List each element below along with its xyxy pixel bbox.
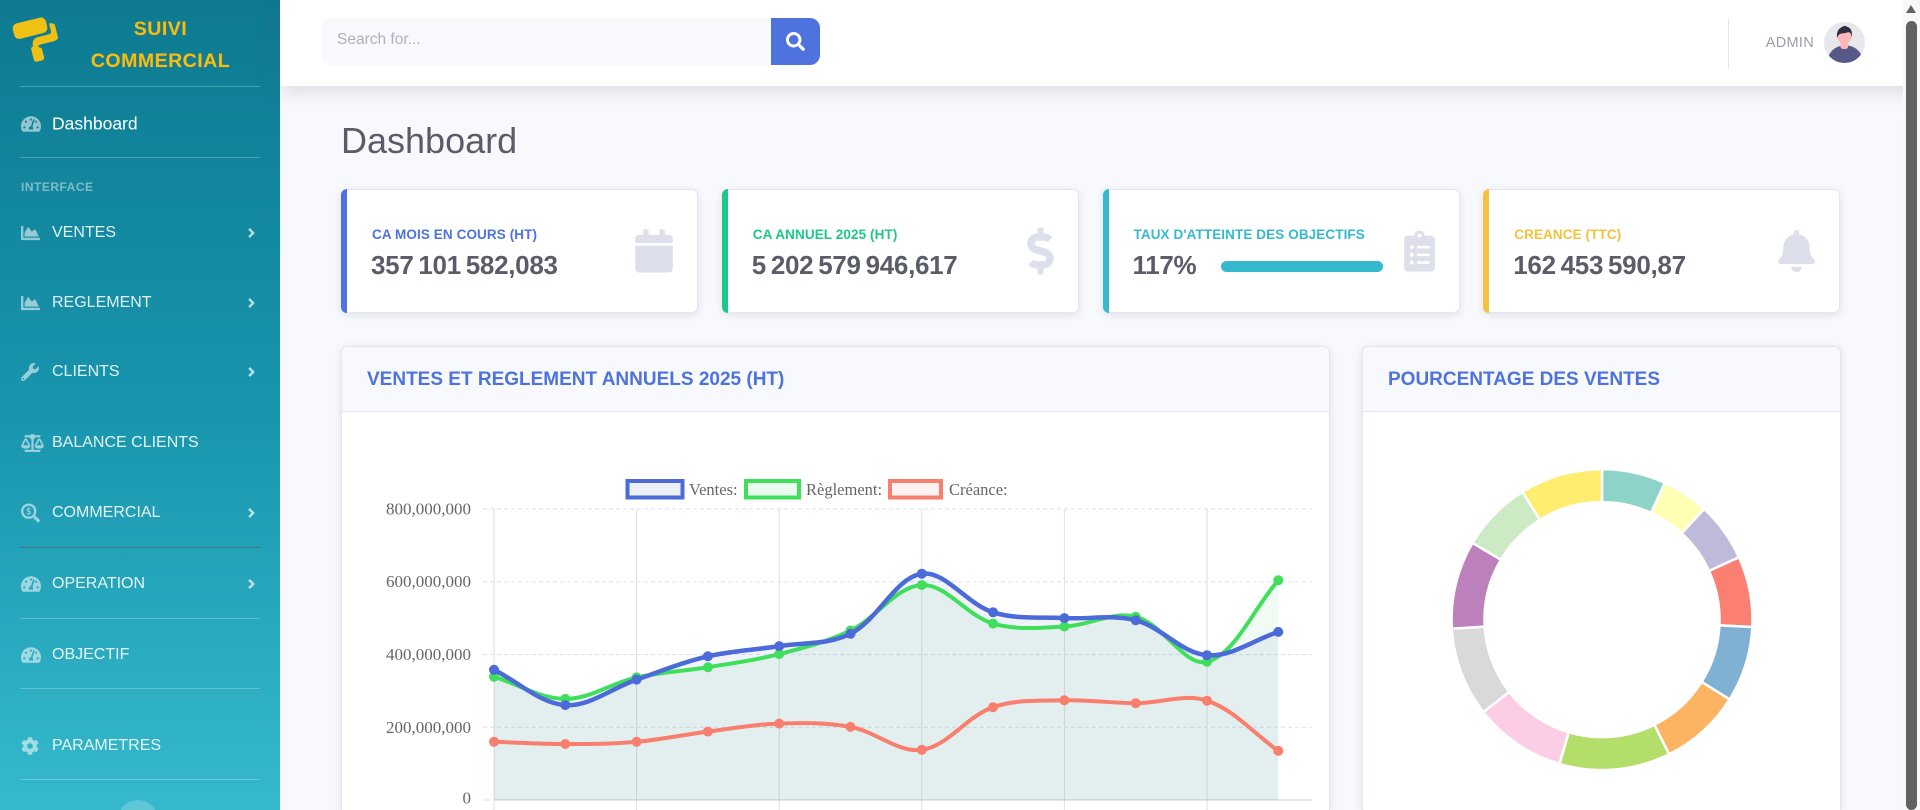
svg-text:400,000,000: 400,000,000 xyxy=(386,645,471,664)
svg-text:800,000,000: 800,000,000 xyxy=(386,500,471,519)
svg-text:600,000,000: 600,000,000 xyxy=(386,572,471,591)
svg-text:0: 0 xyxy=(463,789,472,808)
svg-text:200,000,000: 200,000,000 xyxy=(386,718,471,737)
svg-text:Ventes:: Ventes: xyxy=(689,480,738,499)
svg-text:Créance:: Créance: xyxy=(949,480,1008,499)
svg-text:Règlement:: Règlement: xyxy=(806,480,882,499)
